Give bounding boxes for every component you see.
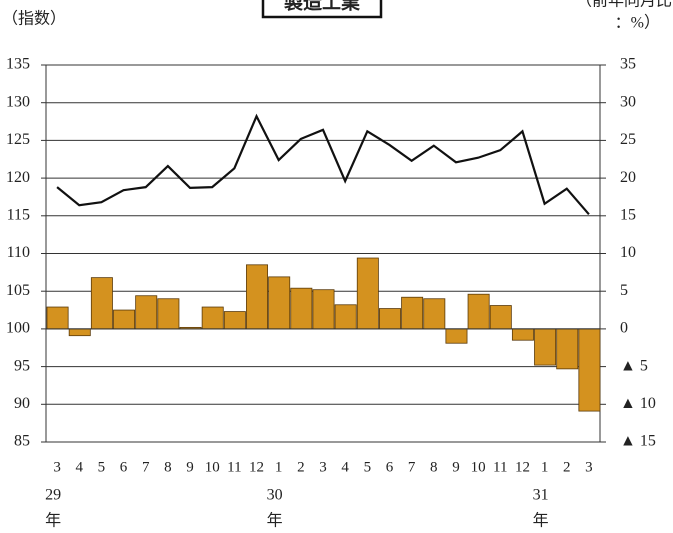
x-tick-label: 3 <box>53 459 61 475</box>
y2-tick-label: 25 <box>620 131 636 148</box>
y-tick-label: 105 <box>6 282 30 299</box>
y-tick-label: 110 <box>7 244 30 261</box>
bar <box>423 298 446 330</box>
year-unit: 年 <box>533 512 549 530</box>
y-tick-label: 100 <box>6 320 30 337</box>
year-unit: 年 <box>45 512 61 530</box>
bar <box>334 304 357 330</box>
x-tick-label: 12 <box>515 459 530 475</box>
x-tick-label: 11 <box>227 459 241 475</box>
bar <box>378 308 401 330</box>
x-tick-label: 8 <box>164 459 172 475</box>
title-box <box>261 0 383 19</box>
x-tick-label: 7 <box>408 459 416 475</box>
y2-tick-label: ▲ 5 <box>620 357 648 374</box>
x-tick-label: 6 <box>120 459 128 475</box>
x-tick-label: 11 <box>493 459 507 475</box>
x-tick-label: 2 <box>563 459 571 475</box>
y-tick-label: 85 <box>14 433 30 450</box>
y2-tick-label: 0 <box>620 320 628 337</box>
x-tick-label: 5 <box>98 459 106 475</box>
bar <box>46 306 69 330</box>
x-tick-label: 4 <box>75 459 83 475</box>
y-tick-label: 130 <box>6 93 30 110</box>
x-tick-label: 2 <box>297 459 305 475</box>
x-tick-label: 6 <box>386 459 394 475</box>
bar <box>445 328 468 344</box>
bar <box>578 328 601 412</box>
x-tick-label: 10 <box>471 459 486 475</box>
y-axis-label: （指数） <box>2 10 66 28</box>
y2-tick-label: 35 <box>620 56 636 73</box>
chart-title: 製造工業 <box>283 0 361 13</box>
y2-tick-label: 5 <box>620 282 628 299</box>
bar <box>201 306 224 330</box>
year-label: 29 <box>45 487 61 504</box>
bar <box>135 295 158 330</box>
y2-tick-label: ▲ 10 <box>620 395 656 412</box>
x-tick-label: 9 <box>452 459 460 475</box>
y-tick-label: 135 <box>6 56 30 73</box>
bar <box>467 293 490 330</box>
y2-tick-label: 30 <box>620 93 636 110</box>
y-tick-label: 120 <box>6 169 30 186</box>
y-tick-label: 115 <box>7 206 30 223</box>
y2-axis-label: ：%） <box>615 14 660 32</box>
bar <box>489 305 512 330</box>
x-tick-label: 8 <box>430 459 438 475</box>
x-tick-label: 12 <box>249 459 264 475</box>
line <box>56 113 590 216</box>
x-tick-label: 3 <box>319 459 327 475</box>
bar <box>290 287 313 330</box>
year-label: 31 <box>533 487 549 504</box>
x-tick-label: 7 <box>142 459 150 475</box>
y-tick-label: 95 <box>14 357 30 374</box>
bar <box>223 311 246 330</box>
y-tick-label: 90 <box>14 395 30 412</box>
bar <box>268 276 291 330</box>
x-tick-label: 10 <box>205 459 220 475</box>
x-tick-label: 4 <box>341 459 349 475</box>
bar <box>113 309 136 330</box>
y2-tick-label: 10 <box>620 244 636 261</box>
x-tick-label: 5 <box>364 459 372 475</box>
x-tick-label: 1 <box>275 459 283 475</box>
bar <box>511 328 534 341</box>
bar <box>157 298 180 330</box>
bar <box>556 328 579 370</box>
bar <box>68 328 91 337</box>
bar <box>401 296 424 330</box>
bar <box>90 277 113 330</box>
bar <box>246 264 269 330</box>
x-tick-label: 9 <box>186 459 194 475</box>
x-tick-label: 1 <box>541 459 549 475</box>
y2-tick-label: 15 <box>620 206 636 223</box>
year-label: 30 <box>267 487 283 504</box>
y-tick-label: 125 <box>6 131 30 148</box>
bar <box>312 289 335 330</box>
year-unit: 年 <box>267 512 283 530</box>
bar <box>356 257 379 330</box>
y2-tick-label: ▲ 15 <box>620 433 656 450</box>
y2-tick-label: 20 <box>620 169 636 186</box>
x-tick-label: 3 <box>585 459 593 475</box>
y2-axis-label: （前年同月比 <box>576 0 672 10</box>
bar <box>534 328 557 366</box>
